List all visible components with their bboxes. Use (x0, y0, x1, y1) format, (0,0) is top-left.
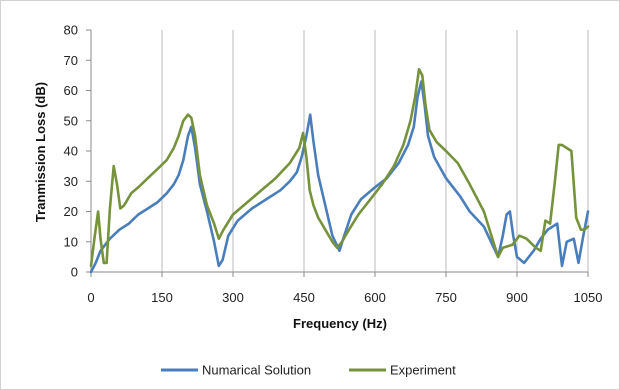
y-tick-label-20: 20 (64, 204, 78, 219)
x-tick-label-300: 300 (222, 290, 244, 305)
y-tick-label-10: 10 (64, 234, 78, 249)
x-tick-label-600: 600 (364, 290, 386, 305)
legend-label-numarical-solution: Numarical Solution (202, 363, 311, 378)
x-tick-label-1050: 1050 (574, 290, 603, 305)
y-tick-label-80: 80 (64, 23, 78, 38)
x-tick-label-750: 750 (435, 290, 457, 305)
y-axis-title: Tranmission Loss (dB) (33, 82, 48, 222)
axes (86, 29, 589, 277)
x-tick-labels: 0 150 300 450 600 750 900 1050 (87, 290, 602, 305)
y-tick-label-0: 0 (71, 265, 78, 280)
y-tick-label-50: 50 (64, 113, 78, 128)
legend-label-experiment: Experiment (390, 363, 456, 378)
y-tick-label-60: 60 (64, 83, 78, 98)
y-tick-label-40: 40 (64, 144, 78, 159)
x-tick-label-450: 450 (293, 290, 315, 305)
x-tick-label-150: 150 (151, 290, 173, 305)
y-tick-label-30: 30 (64, 174, 78, 189)
y-tick-labels: 0 10 20 30 40 50 60 70 80 (64, 23, 78, 280)
grid-lines (161, 30, 589, 272)
x-tick-label-0: 0 (87, 290, 94, 305)
legend: Numarical Solution Experiment (161, 363, 456, 378)
x-axis-title: Frequency (Hz) (293, 316, 387, 331)
series-lines (89, 68, 590, 274)
series-line-experiment (89, 68, 590, 268)
y-tick-label-70: 70 (64, 53, 78, 68)
x-tick-label-900: 900 (506, 290, 528, 305)
